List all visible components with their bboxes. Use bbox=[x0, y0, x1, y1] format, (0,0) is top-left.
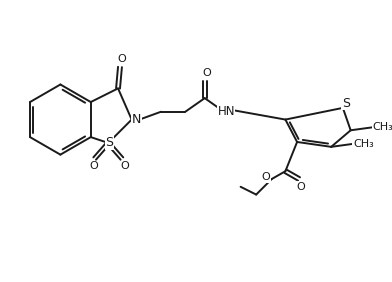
Text: O: O bbox=[118, 54, 126, 64]
Text: O: O bbox=[261, 172, 270, 182]
Text: CH₃: CH₃ bbox=[372, 122, 392, 132]
Text: CH₃: CH₃ bbox=[353, 139, 374, 149]
Text: O: O bbox=[202, 68, 211, 78]
Text: S: S bbox=[105, 136, 113, 149]
Text: O: O bbox=[89, 161, 98, 171]
Text: N: N bbox=[132, 113, 141, 126]
Text: S: S bbox=[342, 96, 350, 109]
Text: HN: HN bbox=[218, 105, 235, 118]
Text: O: O bbox=[120, 161, 129, 171]
Text: O: O bbox=[297, 182, 305, 192]
